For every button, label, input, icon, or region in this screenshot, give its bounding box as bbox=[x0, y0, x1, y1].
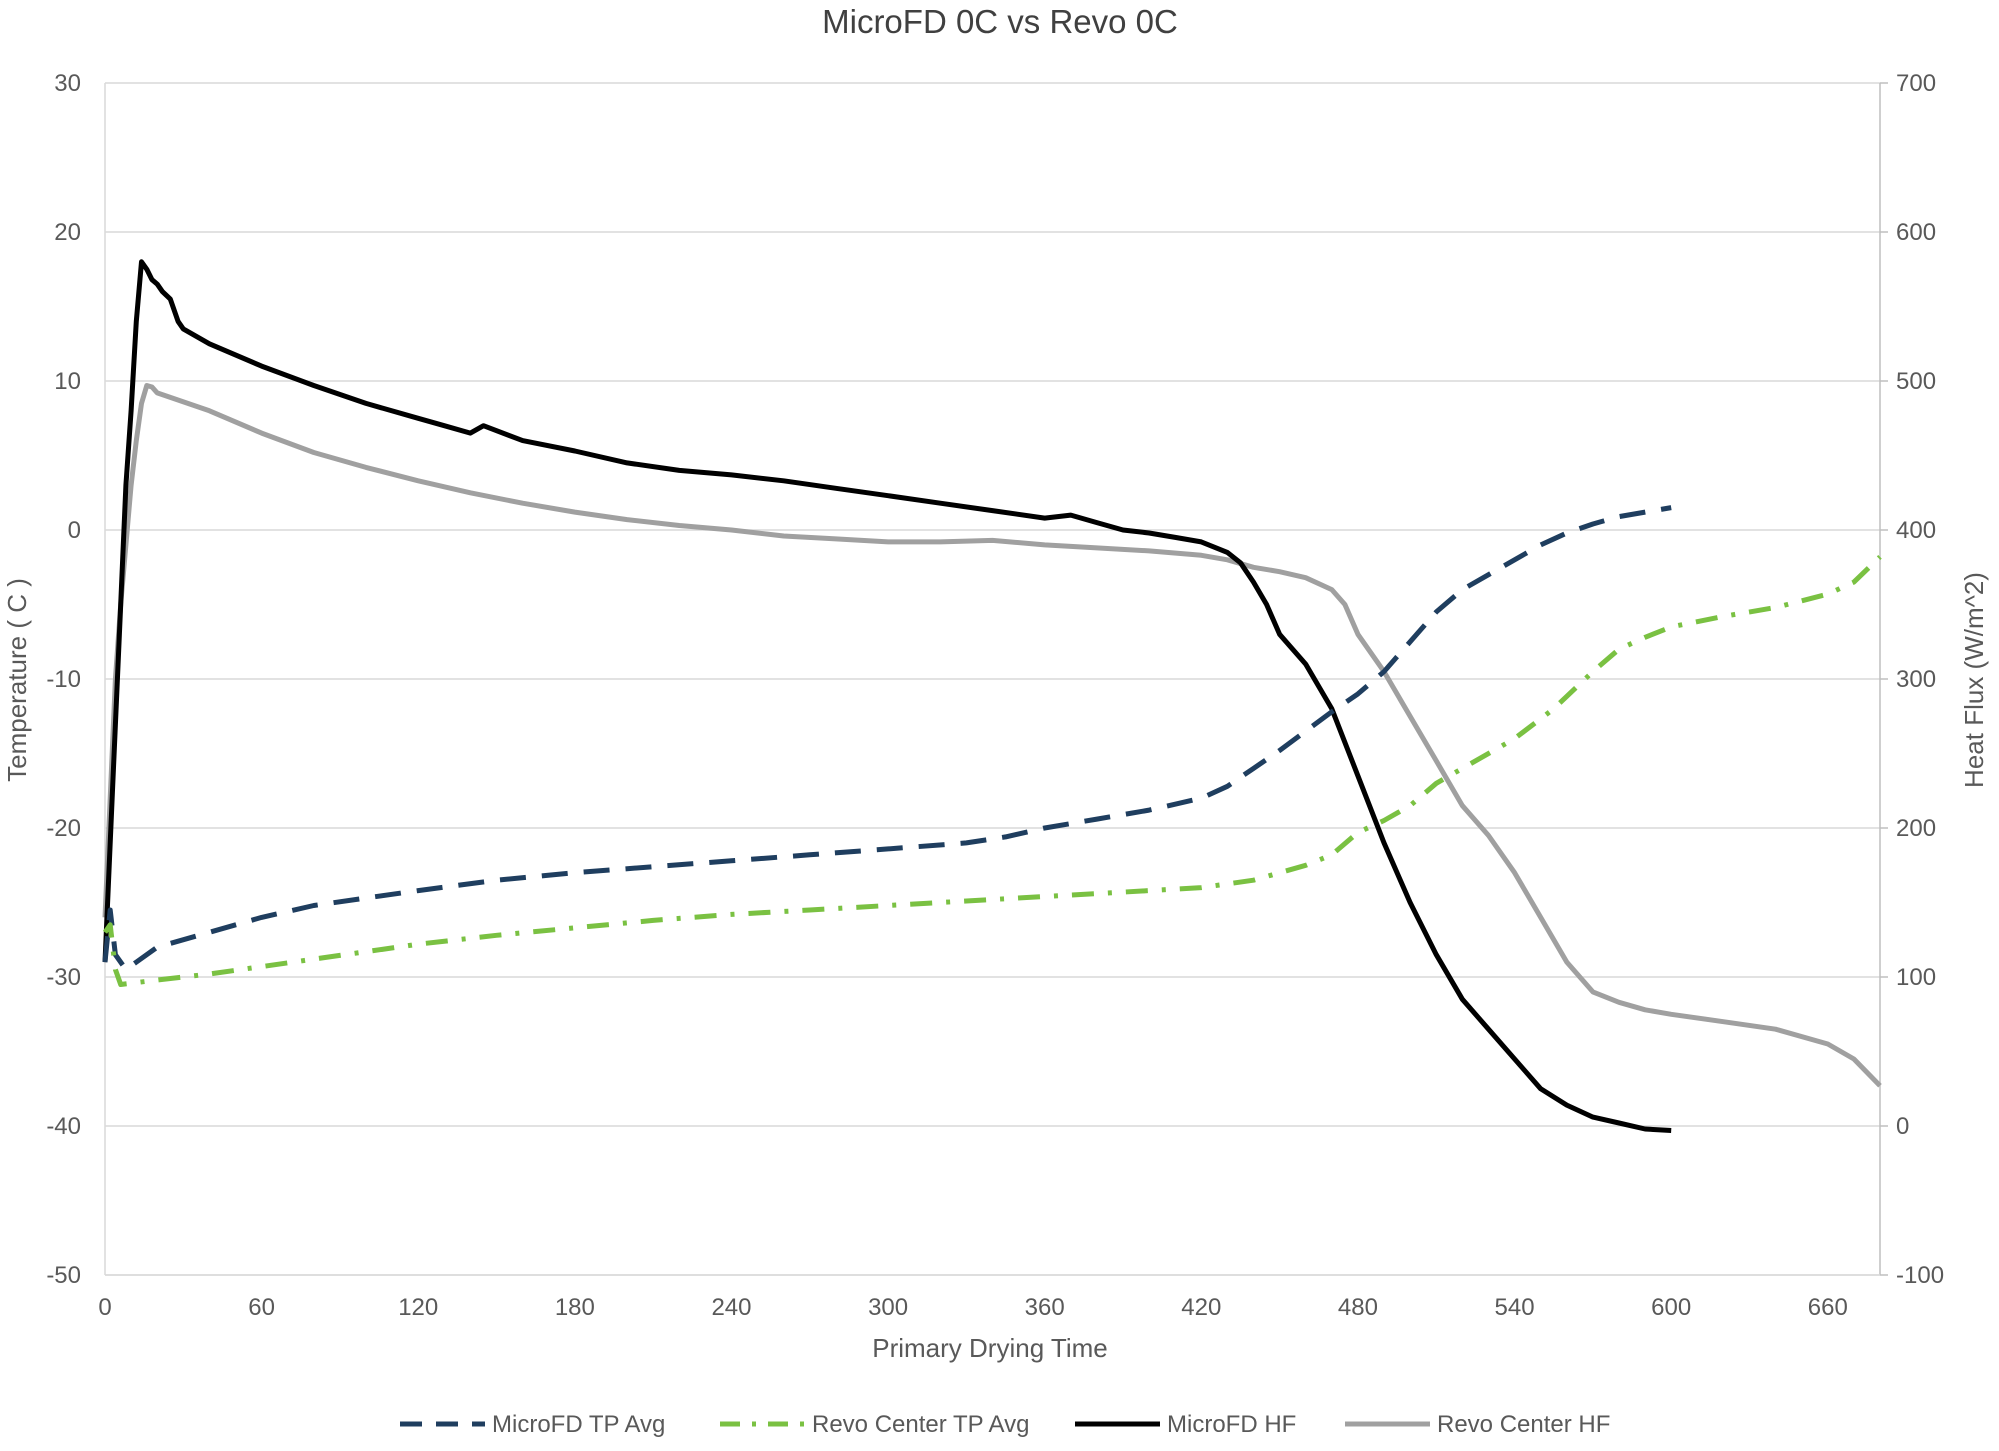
y-left-tick-label: -40 bbox=[46, 1113, 81, 1140]
y-left-tick-label: -10 bbox=[46, 666, 81, 693]
legend: MicroFD TP Avg Revo Center TP Avg MicroFD … bbox=[400, 1411, 1610, 1438]
x-tick-label: 240 bbox=[711, 1294, 751, 1321]
y-right-tick-label: 500 bbox=[1896, 368, 1936, 395]
legend-label: MicroFD TP Avg bbox=[492, 1411, 665, 1438]
y-left-tick-label: -50 bbox=[46, 1262, 81, 1289]
y-axis-right-title: Heat Flux (W/m^2) bbox=[1959, 572, 1989, 788]
x-tick-label: 180 bbox=[555, 1294, 595, 1321]
x-tick-label: 0 bbox=[98, 1294, 111, 1321]
y-right-tick-label: 200 bbox=[1896, 815, 1936, 842]
y-right-tick-label: 400 bbox=[1896, 517, 1936, 544]
x-tick-label: 420 bbox=[1181, 1294, 1221, 1321]
y-right-tick-label: 300 bbox=[1896, 666, 1936, 693]
axes bbox=[104, 82, 1888, 1276]
y-right-tick-label: 600 bbox=[1896, 219, 1936, 246]
gridlines bbox=[105, 82, 1880, 1276]
x-tick-label: 360 bbox=[1025, 1294, 1065, 1321]
series-line-microfd-tp-avg bbox=[102, 505, 1672, 972]
x-tick-label: 60 bbox=[248, 1294, 275, 1321]
y-right-tick-label: 0 bbox=[1896, 1113, 1909, 1140]
chart-title: MicroFD 0C vs Revo 0C bbox=[822, 3, 1178, 40]
tick-labels: 3020100-10-20-30-40-50700600500400300200… bbox=[46, 70, 1944, 1321]
series-line-revo-center-hf bbox=[102, 383, 1882, 1088]
legend-label: MicroFD HF bbox=[1167, 1411, 1296, 1438]
y-left-tick-label: 10 bbox=[54, 368, 81, 395]
y-left-tick-label: -20 bbox=[46, 815, 81, 842]
x-tick-label: 120 bbox=[398, 1294, 438, 1321]
y-left-tick-label: 0 bbox=[68, 517, 81, 544]
y-left-tick-label: 30 bbox=[54, 70, 81, 97]
legend-label: Revo Center HF bbox=[1437, 1411, 1610, 1438]
x-tick-label: 480 bbox=[1338, 1294, 1378, 1321]
y-left-tick-label: -30 bbox=[46, 964, 81, 991]
y-left-tick-label: 20 bbox=[54, 219, 81, 246]
x-tick-label: 660 bbox=[1808, 1294, 1848, 1321]
y-right-tick-label: -100 bbox=[1896, 1262, 1944, 1289]
y-right-tick-label: 100 bbox=[1896, 964, 1936, 991]
legend-label: Revo Center TP Avg bbox=[812, 1411, 1029, 1438]
x-tick-label: 600 bbox=[1651, 1294, 1691, 1321]
x-tick-label: 540 bbox=[1495, 1294, 1535, 1321]
y-axis-left-title: Temperature ( C ) bbox=[2, 578, 32, 782]
y-right-tick-label: 700 bbox=[1896, 70, 1936, 97]
series-line-microfd-hf bbox=[102, 259, 1672, 1133]
series-lines bbox=[102, 259, 1882, 1133]
series-line-revo-center-tp-avg bbox=[102, 555, 1882, 987]
x-axis-title: Primary Drying Time bbox=[872, 1333, 1107, 1363]
x-tick-label: 300 bbox=[868, 1294, 908, 1321]
